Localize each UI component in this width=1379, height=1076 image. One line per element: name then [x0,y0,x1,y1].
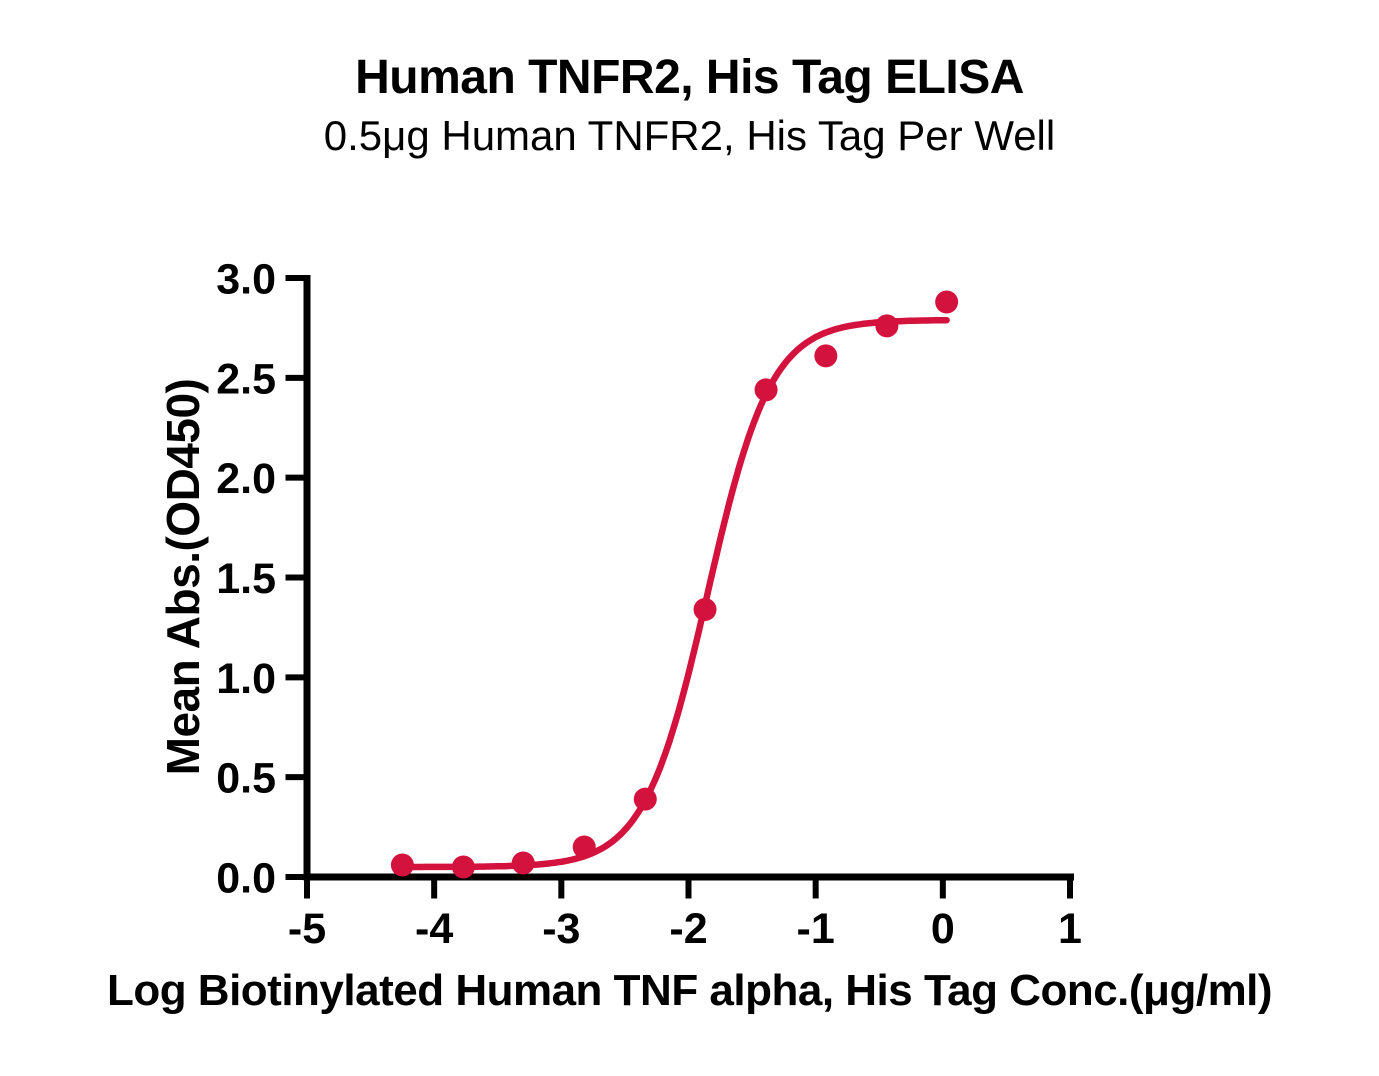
fit-curve [399,316,950,871]
y-axis-label: Mean Abs.(OD450) [157,378,209,776]
data-point [814,344,838,368]
data-point [633,787,657,811]
y-tick-label: 1.0 [216,655,276,703]
x-tick-label: -3 [542,905,580,953]
y-tick-label: 0.5 [216,755,276,803]
data-point [935,290,959,314]
x-axis-label: Log Biotinylated Human TNF alpha, His Ta… [106,966,1273,1015]
chart-subtitle: 0.5μg Human TNFR2, His Tag Per Well [323,112,1056,159]
x-tick-label: 1 [1058,905,1082,953]
x-tick-label: -5 [288,905,326,953]
data-point [451,855,475,879]
y-tick-label: 1.5 [216,555,276,603]
x-tick-label: -2 [669,905,707,953]
y-tick-label: 2.5 [216,355,276,403]
data-point [572,835,596,859]
x-tick-label: -1 [797,905,835,953]
y-tick-label: 2.0 [216,455,276,503]
data-point [754,378,778,402]
y-tick-label: 3.0 [216,256,276,304]
data-point [511,851,535,875]
data-point [875,314,899,338]
data-point [693,597,717,621]
x-tick-label: 0 [931,905,955,953]
y-tick-label: 0.0 [216,855,276,903]
chart-title: Human TNFR2, His Tag ELISA [355,51,1024,104]
data-point [390,853,414,877]
x-tick-label: -4 [415,905,453,953]
